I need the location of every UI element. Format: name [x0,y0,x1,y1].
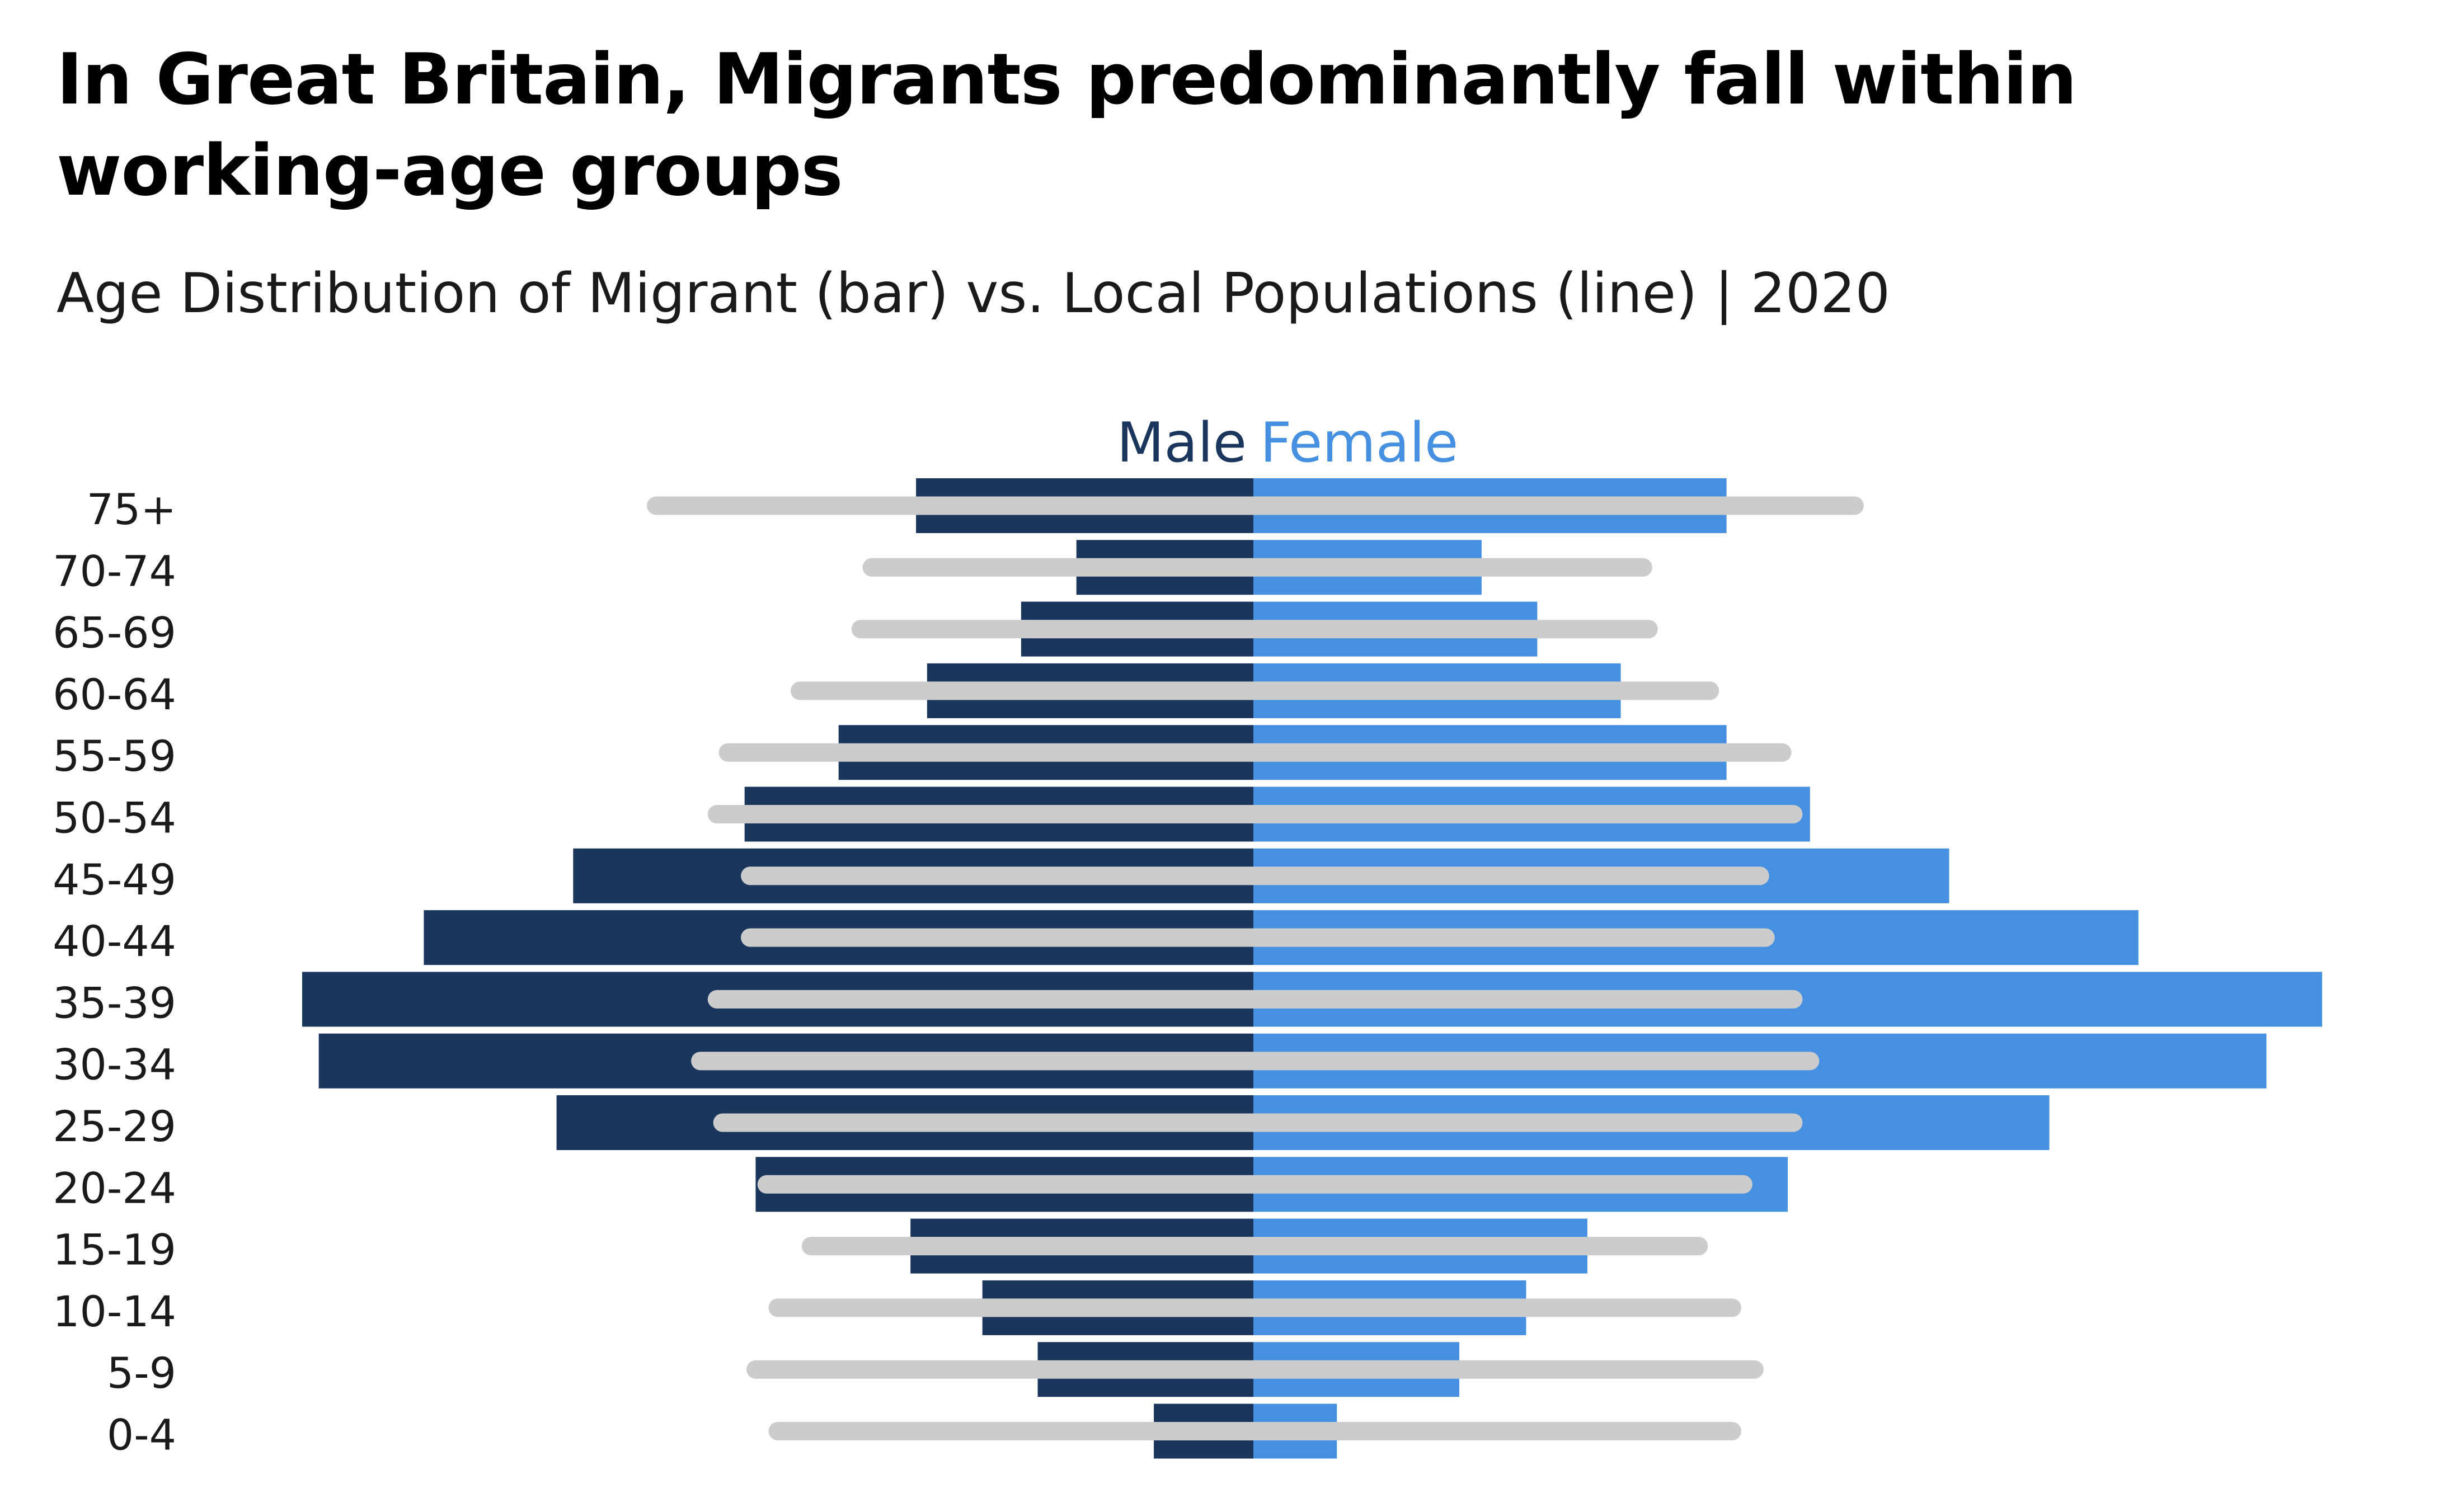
legend: Male Female [1117,411,1458,475]
age-group-labels: 75+ 70-74 65-69 60-64 55-59 50-54 45-49 40-44 35… [53,484,176,1460]
age-label: 45-49 [53,855,176,905]
age-label: 15-19 [53,1225,176,1275]
age-label: 20-24 [53,1163,176,1213]
age-label: 25-29 [53,1101,176,1151]
age-label: 50-54 [53,793,176,843]
age-label: 5-9 [107,1348,176,1398]
age-label: 65-69 [53,608,176,658]
chart-title: In Great Britain, Migrants predominantly… [57,38,2077,211]
legend-male: Male [1117,411,1247,475]
age-label: 60-64 [53,670,176,719]
age-label: 35-39 [53,978,176,1028]
age-label: 70-74 [53,546,176,596]
age-label: 40-44 [53,916,176,966]
age-label: 30-34 [53,1040,176,1090]
local-lines [647,496,1864,1440]
age-label: 55-59 [53,731,176,781]
age-label: 0-4 [107,1410,176,1460]
age-label: 75+ [87,484,176,534]
age-label: 10-14 [53,1287,176,1336]
chart-subtitle: Age Distribution of Migrant (bar) vs. Lo… [57,262,1891,326]
legend-female: Female [1260,411,1458,475]
